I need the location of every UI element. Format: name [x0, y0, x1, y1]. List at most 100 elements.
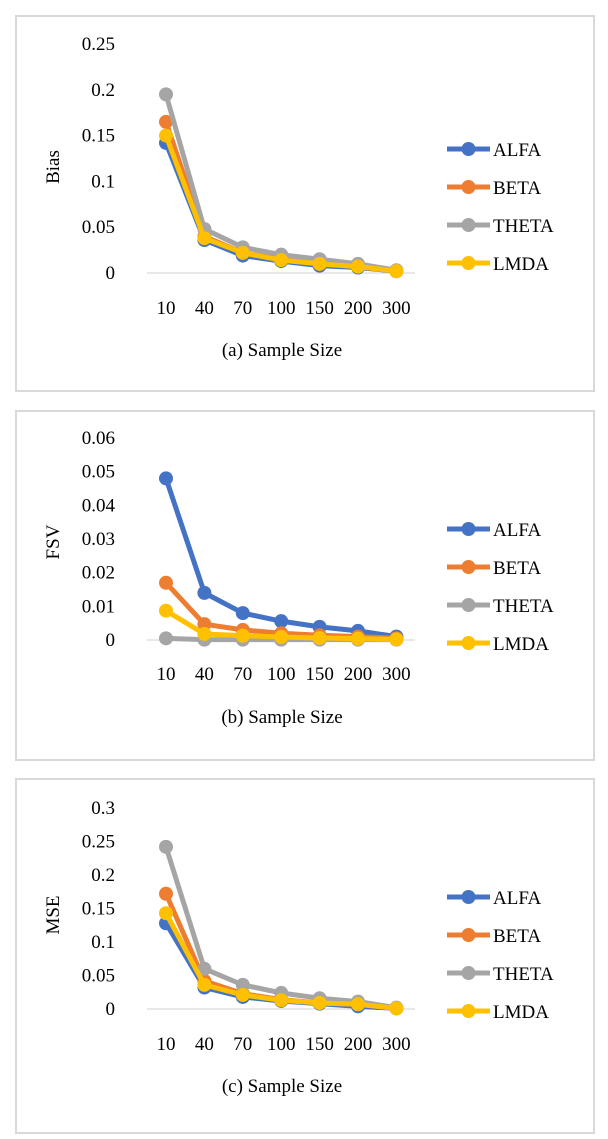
mse-chart: 0 0.05 0.1 0.15 0.2 0.25 0.3 10 40 70 100 150 200 300… — [43, 798, 554, 1097]
x-tick-label: 200 — [344, 664, 373, 685]
legend-item-theta: THETA — [447, 596, 554, 617]
legend-marker-icon — [461, 636, 476, 650]
y-tick-label: 0.05 — [82, 217, 115, 238]
legend-marker-icon — [461, 890, 476, 904]
series-lmda — [159, 603, 404, 647]
series-line-alfa — [163, 475, 399, 640]
x-tick-label: 150 — [305, 1034, 334, 1055]
legend-label: LMDA — [493, 254, 549, 275]
data-point-alfa — [274, 614, 289, 629]
legend-label: ALFA — [493, 520, 541, 541]
data-point-lmda — [159, 906, 173, 921]
data-point-alfa — [235, 606, 250, 621]
legend-item-alfa: ALFA — [447, 888, 541, 909]
data-point-lmda — [351, 997, 365, 1012]
y-tick-label: 0.25 — [82, 34, 115, 55]
y-tick-label: 0.15 — [82, 899, 115, 920]
legend-item-lmda: LMDA — [447, 1002, 549, 1023]
y-tick-label: 0.1 — [91, 932, 115, 953]
x-tick-label: 150 — [305, 298, 334, 319]
x-tick-label: 10 — [157, 298, 176, 319]
x-tick-label: 70 — [233, 298, 252, 319]
y-tick-label: 0 — [106, 263, 116, 284]
x-tick-label: 200 — [344, 1034, 373, 1055]
data-point-lmda — [351, 631, 365, 646]
y-tick-label: 0.04 — [82, 495, 116, 516]
legend-label: ALFA — [493, 140, 541, 161]
fsv-chart: 0 0.01 0.02 0.03 0.04 0.05 0.06 10 40 70 100 150 200… — [43, 428, 554, 728]
legend-marker-icon — [461, 966, 476, 980]
data-point-theta — [197, 961, 212, 976]
y-tick-label: 0 — [106, 630, 116, 651]
x-tick-label: 300 — [382, 664, 411, 685]
series-theta — [159, 87, 404, 278]
data-point-theta — [159, 631, 173, 646]
data-point-lmda — [274, 253, 289, 268]
legend-label: LMDA — [493, 1002, 549, 1023]
x-tick-label: 100 — [267, 298, 296, 319]
y-axis-title: Bias — [43, 150, 64, 184]
y-tick-label: 0.02 — [82, 563, 115, 584]
legend-marker-icon — [461, 560, 476, 574]
legend-item-lmda: LMDA — [447, 634, 549, 655]
legend-marker-icon — [461, 522, 476, 536]
legend-item-beta: BETA — [447, 926, 541, 947]
legend-marker-icon — [461, 928, 476, 942]
data-point-lmda — [235, 245, 250, 260]
y-tick-label: 0 — [106, 999, 116, 1020]
legend-marker-icon — [461, 142, 476, 156]
legend-label: THETA — [493, 216, 554, 237]
data-point-lmda — [274, 629, 289, 644]
bias-chart: 0 0.05 0.1 0.15 0.2 0.25 10 40 70 100 150 200 300 (a)… — [43, 34, 554, 361]
legend-item-alfa: ALFA — [447, 520, 541, 541]
fsv-chart-panel: 0 0.01 0.02 0.03 0.04 0.05 0.06 10 40 70 100 150 200… — [15, 410, 595, 761]
legend-label: BETA — [493, 926, 541, 947]
x-tick-label: 40 — [195, 298, 214, 319]
legend-label: BETA — [493, 558, 541, 579]
legend-marker-icon — [461, 180, 476, 194]
data-point-alfa — [159, 471, 173, 486]
y-tick-label: 0.03 — [82, 529, 115, 550]
legend-marker-icon — [461, 256, 476, 270]
data-point-lmda — [274, 993, 289, 1008]
legend-marker-icon — [461, 218, 476, 232]
y-tick-label: 0.2 — [91, 865, 115, 886]
data-point-theta — [235, 977, 250, 992]
legend-label: THETA — [493, 964, 554, 985]
y-axis-title: FSV — [43, 524, 64, 559]
data-point-lmda — [312, 630, 327, 645]
y-tick-label: 0.15 — [82, 126, 115, 147]
legend-item-alfa: ALFA — [447, 140, 541, 161]
legend: ALFA BETA THETA LMDA — [447, 140, 554, 275]
series-lmda — [159, 128, 404, 279]
y-tick-label: 0.05 — [82, 462, 115, 483]
data-point-lmda — [235, 987, 250, 1002]
x-tick-label: 200 — [344, 298, 373, 319]
legend-label: THETA — [493, 596, 554, 617]
y-tick-label: 0.25 — [82, 832, 115, 853]
series-lmda — [159, 906, 404, 1016]
data-point-theta — [159, 839, 173, 854]
x-axis-title: (b) Sample Size — [221, 707, 342, 728]
y-tick-label: 0.1 — [91, 171, 115, 192]
y-tick-label: 0.06 — [82, 428, 115, 449]
x-tick-label: 40 — [195, 1034, 214, 1055]
legend-item-lmda: LMDA — [447, 254, 549, 275]
data-point-theta — [159, 87, 173, 102]
x-tick-label: 70 — [233, 1034, 252, 1055]
y-tick-label: 0.3 — [91, 798, 115, 819]
legend-marker-icon — [461, 598, 476, 612]
data-point-lmda — [312, 256, 327, 271]
data-point-lmda — [389, 632, 404, 647]
data-point-lmda — [197, 231, 212, 246]
mse-chart-panel: 0 0.05 0.1 0.15 0.2 0.25 0.3 10 40 70 100 150 200 300… — [15, 778, 595, 1134]
x-tick-label: 40 — [195, 664, 214, 685]
legend-label: LMDA — [493, 634, 549, 655]
data-point-lmda — [351, 259, 365, 274]
x-tick-label: 70 — [233, 664, 252, 685]
x-tick-label: 10 — [157, 1034, 176, 1055]
data-point-alfa — [197, 585, 212, 600]
x-tick-label: 300 — [382, 1034, 411, 1055]
legend-item-theta: THETA — [447, 964, 554, 985]
x-tick-label: 100 — [267, 664, 296, 685]
